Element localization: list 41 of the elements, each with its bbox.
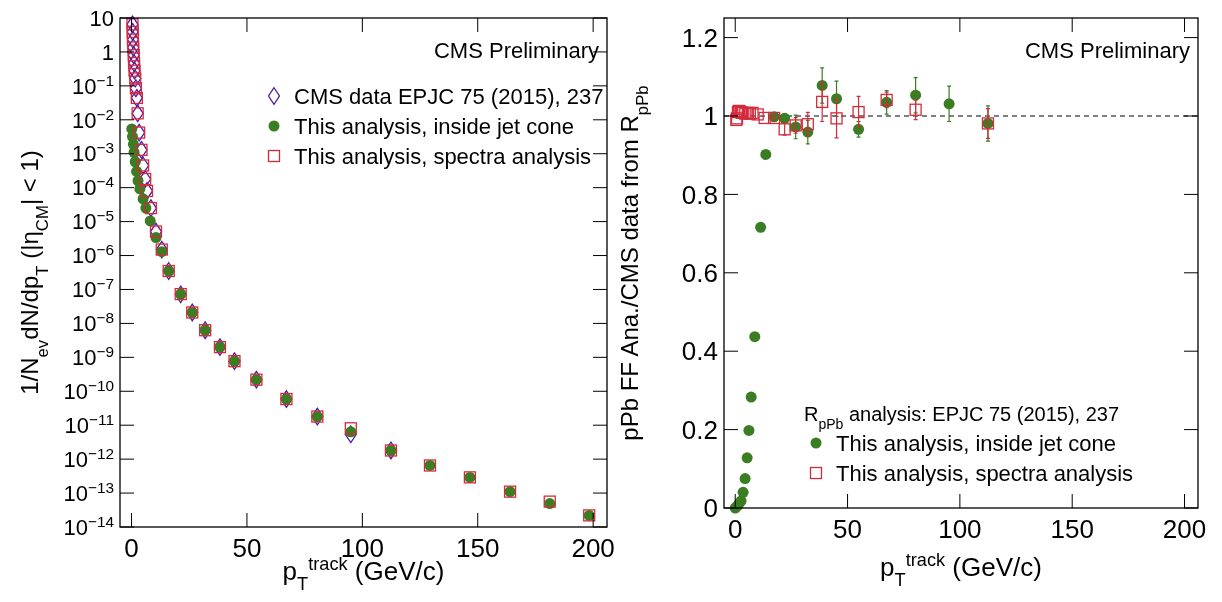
legend-label: This analysis, inside jet cone [294, 114, 575, 139]
legend-label: This analysis, spectra analysis [836, 461, 1134, 486]
y-tick-label: 0.8 [681, 179, 718, 210]
y-tick-label: 10$^{−6}$ [71, 240, 114, 269]
x-tick-label: 100 [938, 514, 982, 544]
y-tick-label: 10 [89, 5, 114, 31]
x-tick-label: 150 [1050, 514, 1094, 544]
y-tick-label: 10$^{−14}$ [63, 512, 115, 540]
y-tick-label: 1.2 [681, 22, 718, 53]
y-tick-label: 0.6 [681, 257, 718, 288]
y-tick-label: 1 [101, 39, 114, 65]
legend-label: This analysis, inside jet cone [836, 431, 1117, 456]
legend-label: CMS data EPJC 75 (2015), 237 [294, 84, 604, 109]
x-tick-label: 0 [728, 514, 743, 544]
y-tick-label: 10$^{−9}$ [71, 342, 114, 371]
y-tick-label: 10$^{−11}$ [64, 410, 114, 438]
x-tick-label: 200 [1162, 514, 1207, 544]
legend-label: This analysis, spectra analysis [294, 144, 592, 169]
y-tick-label: 10$^{−3}$ [71, 138, 114, 167]
y-tick-label: 10$^{−13}$ [63, 478, 114, 506]
legend-title: R$_{pPb}$ analysis: EPJC 75 (2015), 237 [804, 403, 1120, 432]
x-axis-title: p$_{T}$$^{track}$ (GeV/c) [880, 550, 1042, 590]
y-tick-label: 10$^{−4}$ [71, 172, 115, 201]
annotation: CMS Preliminary [1024, 38, 1190, 63]
y-tick-label: 1 [703, 101, 718, 132]
y-tick-label: 0.4 [681, 336, 718, 367]
x-tick-label: 0 [124, 533, 139, 563]
y-tick-label: 0.2 [681, 414, 718, 445]
x-tick-label: 200 [571, 533, 615, 563]
y-tick-label: 10$^{−1}$ [71, 71, 114, 99]
y-tick-label: 10$^{−2}$ [71, 105, 114, 133]
y-tick-label: 10$^{−5}$ [71, 206, 114, 235]
y-tick-label: 0 [703, 493, 718, 524]
y-tick-label: 10$^{−7}$ [71, 274, 114, 303]
y-tick-label: 10$^{−10}$ [63, 376, 114, 404]
x-tick-label: 50 [232, 533, 262, 563]
x-tick-label: 150 [456, 533, 500, 563]
annotation: CMS Preliminary [433, 38, 599, 63]
y-tick-label: 10$^{−12}$ [63, 444, 114, 472]
y-tick-label: 10$^{−8}$ [71, 308, 114, 337]
x-tick-label: 50 [833, 514, 863, 544]
